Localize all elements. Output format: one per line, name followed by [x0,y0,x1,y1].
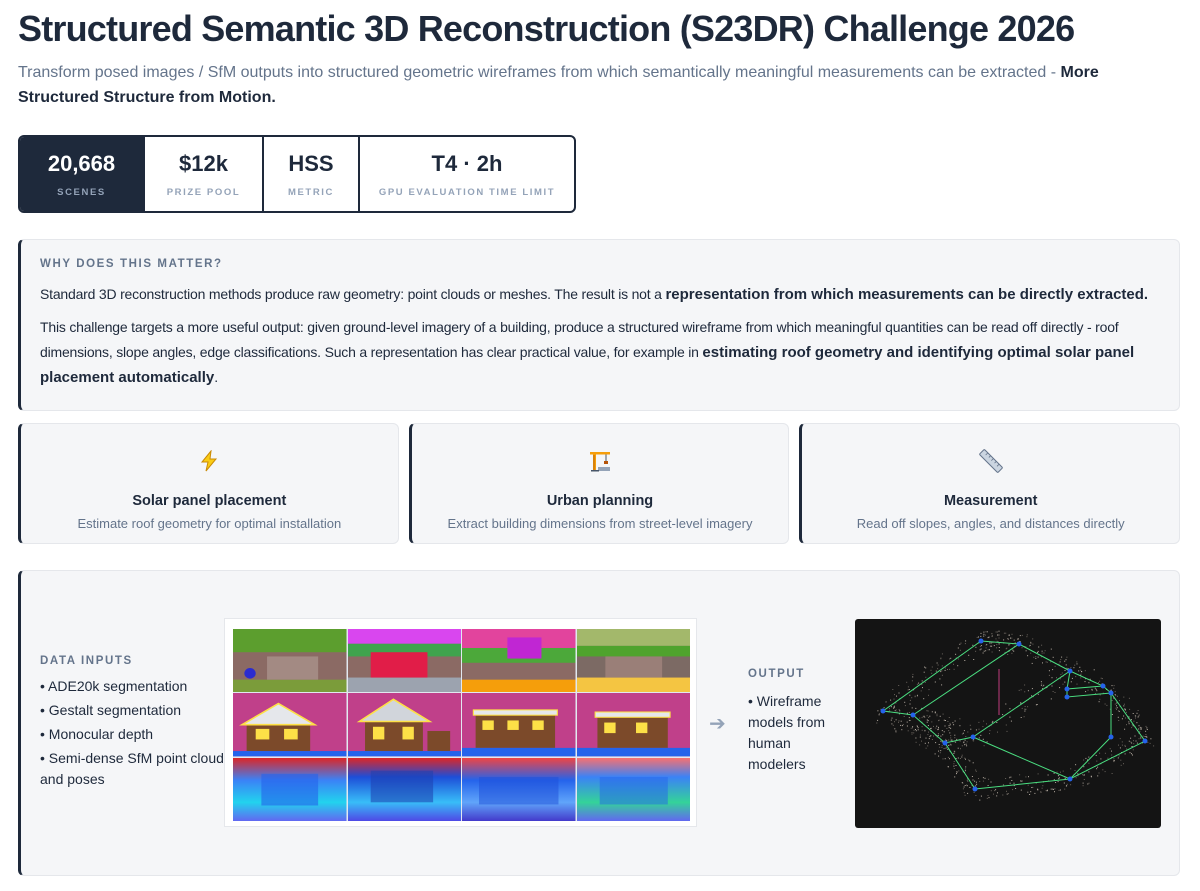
why-p2-text: This challenge targets a more useful out… [40,319,1119,360]
stat-value: $12k [179,150,228,176]
wireframe-render-image [855,619,1161,828]
card-description: Estimate roof geometry for optimal insta… [77,516,342,531]
why-paragraph-1: Standard 3D reconstruction methods produ… [40,282,1160,307]
point-cloud [876,630,1155,801]
output-section: OUTPUT Wireframe models from human model… [748,668,838,775]
why-p2-end: . [214,369,218,385]
list-item: Semi-dense SfM point cloud and poses [40,748,230,790]
list-item: Gestalt segmentation [40,700,230,721]
segmentation-grid [233,629,690,821]
subtitle-text: Transform posed images / SfM outputs int… [18,64,1061,81]
arrow-right-icon: ➔ [709,713,726,735]
stat-value: HSS [288,150,334,176]
why-section: WHY DOES THIS MATTER? Standard 3D recons… [18,239,1180,411]
output-kicker: OUTPUT [748,668,805,680]
stat-prize-pool[interactable]: $12k PRIZE POOL [145,137,264,211]
stat-label: PRIZE POOL [166,186,241,198]
stats-bar: 20,668 SCENES $12k PRIZE POOL HSS METRIC… [18,135,576,213]
wireframe-vertices [880,638,1148,792]
depth-tile [462,757,576,821]
use-case-cards: Solar panel placement Estimate roof geom… [18,423,1181,544]
page-title: Structured Semantic 3D Reconstruction (S… [18,8,1075,49]
gestalt-seg-tile [576,693,690,757]
stat-label: SCENES [57,186,106,198]
stat-label: GPU EVALUATION TIME LIMIT [378,186,556,198]
card-description: Extract building dimensions from street-… [447,516,753,531]
card-title: Measurement [943,493,1038,509]
ade-seg-tile [576,629,690,693]
stat-scenes[interactable]: 20,668 SCENES [20,137,145,211]
stat-metric[interactable]: HSS METRIC [264,137,360,211]
output-description: Wireframe models from human modelers [748,691,838,775]
card-measurement: Measurement Read off slopes, angles, and… [799,423,1181,544]
gestalt-seg-tile [347,693,461,757]
depth-tile [233,757,347,821]
card-solar-panel: Solar panel placement Estimate roof geom… [18,423,399,544]
inputs-list: ADE20k segmentation Gestalt segmentation… [40,676,230,790]
card-description: Read off slopes, angles, and distances d… [856,516,1125,531]
crane-icon [588,448,612,474]
card-title: Urban planning [546,493,654,509]
why-p2-emphasis: estimating roof geometry and identifying… [40,344,1135,386]
pipeline-section: DATA INPUTS ADE20k segmentation Gestalt … [18,570,1180,876]
stat-gpu-limit[interactable]: T4 · 2h GPU EVALUATION TIME LIMIT [360,137,574,211]
card-urban-planning: Urban planning Extract building dimensio… [408,423,790,544]
page-subtitle: Transform posed images / SfM outputs int… [18,60,1178,110]
ade-seg-tile [462,629,576,693]
list-item: ADE20k segmentation [40,676,230,697]
wireframe-svg [876,630,1155,801]
why-p1-text: Standard 3D reconstruction methods produ… [40,286,666,302]
stat-label: METRIC [287,186,334,198]
why-paragraph-2: This challenge targets a more useful out… [40,315,1160,390]
stat-value: T4 · 2h [431,150,503,176]
card-title: Solar panel placement [132,493,287,509]
lightning-icon [200,448,218,474]
depth-tile [347,757,461,821]
input-modalities-image [224,618,697,827]
stat-value: 20,668 [47,150,116,176]
why-kicker: WHY DOES THIS MATTER? [40,258,223,270]
ade-seg-tile [233,629,347,693]
gestalt-seg-tile [462,693,576,757]
subtitle-emphasis: More Structured Structure from Motion. [18,64,1099,106]
depth-tile [576,757,690,821]
ade-seg-tile [347,629,461,693]
list-item: Monocular depth [40,724,230,745]
why-p1-emphasis: representation from which measurements c… [665,286,1149,303]
gestalt-seg-tile [233,693,347,757]
data-inputs: DATA INPUTS ADE20k segmentation Gestalt … [40,655,230,793]
wireframe-edges [881,640,1146,790]
ruler-icon [978,448,1003,474]
inputs-kicker: DATA INPUTS [40,655,133,667]
